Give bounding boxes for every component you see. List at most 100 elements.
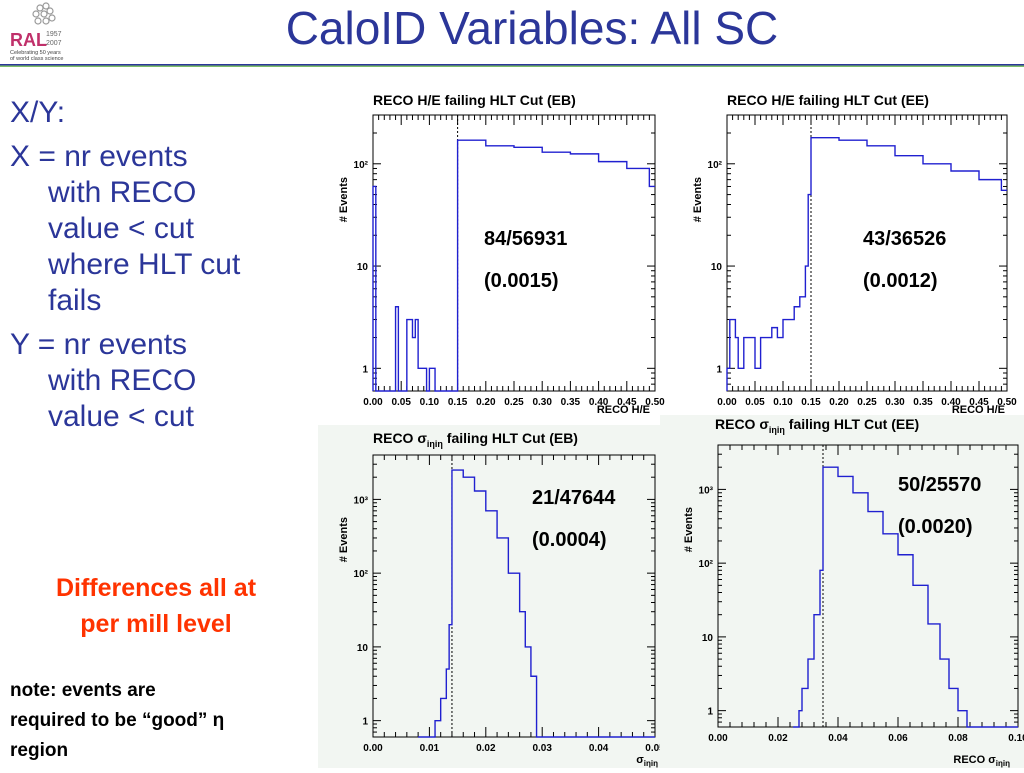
x-tick-label: 0.25: [504, 397, 524, 408]
chart-title: RECO σiηiη failing HLT Cut (EE): [715, 416, 919, 435]
x-axis-label: σiηiη: [636, 754, 658, 768]
x-tick-label: 0.02: [476, 743, 496, 754]
logo-caption-2: of world class science: [10, 56, 64, 62]
x-tick-label: 0.00: [708, 733, 728, 744]
x-tick-label: 0.10: [773, 397, 793, 408]
y-axis-label: # Events: [692, 177, 704, 222]
annotation-ratio: 50/25570: [898, 474, 982, 496]
bullet-line: with RECO: [48, 364, 197, 397]
highlight-line: per mill level: [80, 610, 232, 638]
y-tick-label: 10³: [354, 495, 369, 506]
x-tick-label: 0.25: [857, 397, 877, 408]
annotation-ratio: 43/36526: [863, 228, 947, 250]
title-rest: failing HLT Cut (EE): [785, 416, 919, 432]
sigma-subscript: iηiη: [769, 425, 785, 435]
x-tick-label: 0.20: [476, 397, 496, 408]
annotation-fraction: (0.0020): [898, 516, 973, 538]
x-label-subscript: iηiη: [644, 759, 658, 768]
x-tick-label: 0.00: [717, 397, 737, 408]
y-tick-label: 10: [357, 262, 369, 273]
y-axis-label: # Events: [338, 177, 350, 222]
bullet-line: fails: [48, 284, 102, 317]
x-tick-label: 0.05: [645, 743, 660, 754]
annotation-sigma-eb: 21/47644 (0.0004): [532, 477, 615, 561]
chart-he-ee: RECO H/E failing HLT Cut (EE) 1 10 10² 0.00 0…: [692, 92, 1017, 416]
y-tick-label: 10²: [708, 160, 723, 171]
histogram-series: [793, 466, 1018, 728]
logo-year-top: 1957: [46, 31, 62, 38]
bullet-line: X = nr events: [10, 140, 188, 173]
annotation-he-eb: 84/56931 (0.0015): [484, 218, 567, 302]
x-tick-label: 0.05: [391, 397, 411, 408]
y-tick-label: 1: [716, 364, 722, 375]
x-tick-label: 0.00: [363, 743, 383, 754]
y-tick-label: 1: [362, 364, 368, 375]
x-tick-label: 0.50: [997, 397, 1017, 408]
x-tick-label: 0.10: [420, 397, 440, 408]
highlight-text: Differences all at per mill level: [6, 570, 306, 642]
logo-year-bottom: 2007: [46, 40, 62, 47]
bullet-y-definition: Y = nr events with RECO value < cut: [10, 327, 310, 435]
bullet-line: X/Y:: [10, 96, 66, 129]
sigma-subscript: iηiη: [427, 439, 443, 449]
chart-he-eb: RECO H/E failing HLT Cut (EB) 1 10 10² 0.00 0…: [338, 92, 665, 416]
x-tick-label: 0.40: [941, 397, 961, 408]
ral-logo: RAL 1957 2007 Celebrating 50 years of wo…: [6, 2, 90, 62]
chart-panel-sigma-eb: RECO σiηiη failing HLT Cut (EB) 1 10 10² 10³…: [318, 425, 665, 768]
y-tick-label: 1: [707, 707, 713, 718]
x-axis-label: RECO H/E: [952, 404, 1005, 415]
bullet-xy: X/Y:: [10, 95, 310, 131]
chart-sigma-eb: RECO σiηiη failing HLT Cut (EB) 1 10 10² 10³…: [338, 430, 665, 768]
bullet-line: with RECO: [48, 176, 197, 209]
y-axis-label: # Events: [338, 517, 350, 562]
annotation-ratio: 21/47644: [532, 487, 616, 509]
title-divider: [0, 64, 1024, 67]
plot-frame: [372, 454, 656, 738]
chart-panel-he-eb: RECO H/E failing HLT Cut (EB) 1 10 10² 0.00 0…: [325, 85, 665, 416]
note-line: region: [10, 740, 69, 761]
annotation-fraction: (0.0004): [532, 529, 607, 551]
x-tick-label: 0.05: [745, 397, 765, 408]
x-tick-label: 0.50: [645, 397, 665, 408]
annotation-he-ee: 43/36526 (0.0012): [863, 218, 946, 302]
x-axis-label: RECO σiηiη: [953, 754, 1010, 768]
chart-sigma-ee: RECO σiηiη failing HLT Cut (EE) 1 10 10² 10³…: [683, 416, 1024, 768]
chart-background-ee-sigma: [660, 415, 1024, 768]
x-tick-label: 0.04: [589, 743, 609, 754]
plot-frame: [717, 444, 1019, 728]
y-tick-label: 10: [357, 643, 369, 654]
x-tick-label: 0.04: [828, 733, 848, 744]
histogram-series: [726, 136, 1007, 391]
y-tick-label: 10²: [354, 160, 369, 171]
annotation-fraction: (0.0012): [863, 270, 938, 292]
x-tick-label: 0.03: [532, 743, 552, 754]
x-tick-label: 0.10: [1008, 733, 1024, 744]
bullet-line: where HLT cut: [48, 248, 241, 281]
x-tick-label: 0.45: [969, 397, 989, 408]
histogram-series: [418, 469, 655, 738]
x-tick-label: 0.15: [448, 397, 468, 408]
x-tick-label: 0.45: [617, 397, 637, 408]
x-tick-label: 0.15: [801, 397, 821, 408]
x-tick-label: 0.35: [561, 397, 581, 408]
chart-title: RECO H/E failing HLT Cut (EB): [373, 92, 576, 108]
annotation-fraction: (0.0015): [484, 270, 559, 292]
ral-logo-graphic: RAL 1957 2007 Celebrating 50 years of wo…: [10, 2, 64, 62]
x-tick-label: 0.08: [948, 733, 968, 744]
histogram-series: [372, 139, 655, 392]
x-axis-label: RECO H/E: [597, 404, 650, 415]
x-tick-label: 0.01: [420, 743, 440, 754]
x-tick-label: 0.30: [532, 397, 552, 408]
note-line: required to be “good” η: [10, 710, 225, 731]
y-tick-label: 10²: [354, 569, 369, 580]
y-tick-label: 10²: [699, 559, 714, 570]
bullet-line: value < cut: [48, 400, 194, 433]
y-axis-label: # Events: [683, 507, 695, 552]
logo-caption-1: Celebrating 50 years: [10, 50, 61, 56]
title-rest: failing HLT Cut (EB): [443, 430, 578, 446]
bullet-line: value < cut: [48, 212, 194, 245]
y-tick-label: 10³: [699, 485, 714, 496]
x-tick-label: 0.40: [589, 397, 609, 408]
highlight-line: Differences all at: [55, 574, 257, 602]
chart-panel-sigma-ee: RECO σiηiη failing HLT Cut (EE) 1 10 10² 10³…: [660, 415, 1024, 768]
